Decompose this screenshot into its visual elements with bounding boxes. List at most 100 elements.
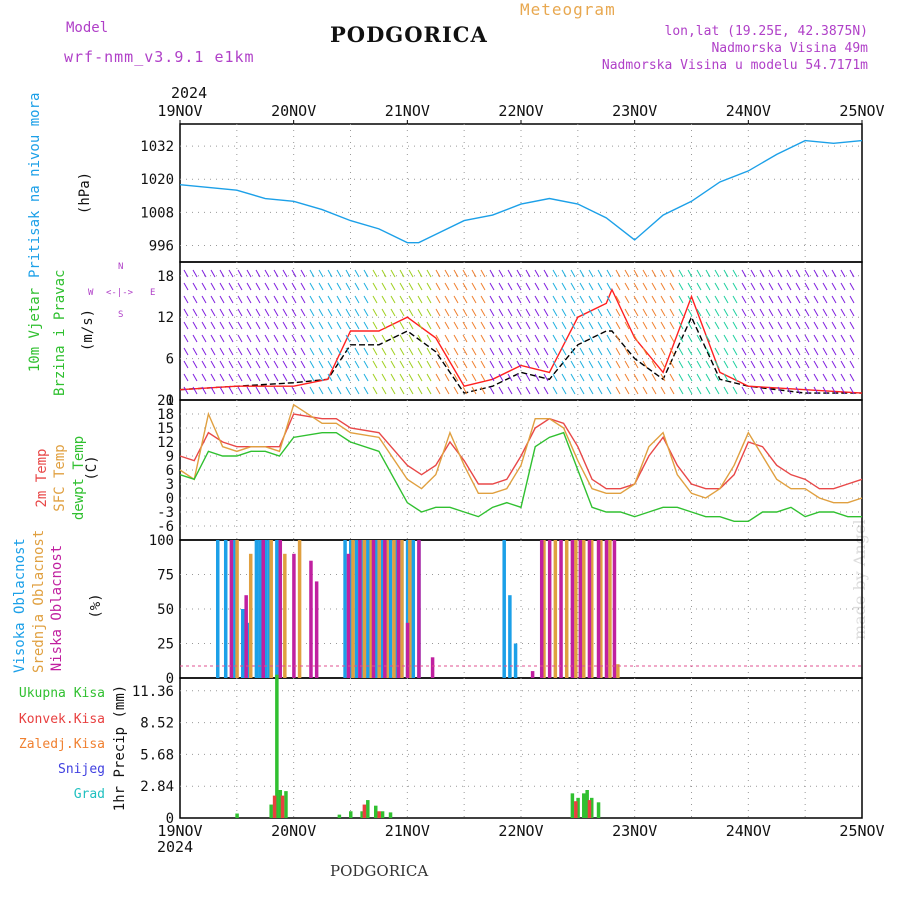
- wind-barb: [489, 321, 495, 330]
- wind-barb: [183, 347, 189, 356]
- wind-barb: [570, 360, 576, 369]
- wind-barb: [705, 360, 711, 369]
- wind-barb: [831, 373, 837, 382]
- wind-barb: [345, 360, 351, 369]
- wind-barb: [435, 373, 441, 382]
- wind-barb: [525, 347, 531, 356]
- wind-barb: [597, 347, 603, 356]
- wind-barb: [687, 360, 693, 369]
- wind-barb: [615, 334, 621, 343]
- wind-barb: [309, 269, 315, 278]
- wind-barb: [678, 334, 684, 343]
- wind-barb: [498, 295, 504, 304]
- wind-barb: [831, 295, 837, 304]
- wind-barb: [498, 334, 504, 343]
- wind-barb: [498, 308, 504, 317]
- wind-barb: [750, 360, 756, 369]
- wind-barb: [309, 282, 315, 291]
- wind-barb: [210, 308, 216, 317]
- wind-barb: [615, 321, 621, 330]
- wind-barb: [444, 308, 450, 317]
- wind-barb: [354, 295, 360, 304]
- wind-barb: [768, 360, 774, 369]
- wind-barb: [417, 321, 423, 330]
- wind-barb: [336, 373, 342, 382]
- wind-barb: [615, 360, 621, 369]
- wind-barb: [381, 295, 387, 304]
- cloud-bar: [241, 609, 245, 678]
- wind-barb: [561, 334, 567, 343]
- wind-barb: [363, 321, 369, 330]
- wind-barb: [327, 308, 333, 317]
- wind-barb: [561, 321, 567, 330]
- wind-barb: [624, 308, 630, 317]
- wind-barb: [822, 295, 828, 304]
- wind-barb: [588, 321, 594, 330]
- cloud-y-tick: 25: [157, 637, 174, 653]
- wind-barb: [417, 386, 423, 395]
- wind-barb: [750, 295, 756, 304]
- wind-barb: [795, 282, 801, 291]
- wind-barb: [300, 295, 306, 304]
- wind-barb: [237, 360, 243, 369]
- wind-barb: [444, 360, 450, 369]
- wind-barb: [201, 269, 207, 278]
- cloud-bar: [275, 540, 279, 678]
- cloud-bar: [292, 553, 296, 678]
- wind-barb: [300, 308, 306, 317]
- wind-barb: [606, 282, 612, 291]
- legend-konvek: Konvek.Kisa: [18, 712, 105, 727]
- wind-barb: [840, 360, 846, 369]
- wind-y-tick: 18: [157, 269, 174, 285]
- precip-bar: [576, 797, 580, 818]
- wind-barb: [264, 334, 270, 343]
- wind-barb: [426, 282, 432, 291]
- cloud-bar: [405, 622, 410, 678]
- precip-bar: [587, 800, 592, 818]
- wind-barb: [390, 334, 396, 343]
- wind-barb: [678, 360, 684, 369]
- wind-barb: [669, 373, 675, 382]
- wind-barb: [417, 269, 423, 278]
- wind-barb: [381, 334, 387, 343]
- cloud-bar: [616, 664, 620, 678]
- x-tick-top: 19NOV: [157, 102, 202, 120]
- wind-barb: [363, 360, 369, 369]
- wind-barb: [651, 334, 657, 343]
- wind-barb: [759, 347, 765, 356]
- wind-barb: [408, 360, 414, 369]
- wind-barb: [822, 269, 828, 278]
- wind-barb: [219, 269, 225, 278]
- wind-barb: [228, 269, 234, 278]
- wind-barb: [849, 334, 855, 343]
- wind-barb: [552, 269, 558, 278]
- precip-bar: [374, 805, 378, 818]
- wind-barb: [381, 321, 387, 330]
- wind-barb: [318, 308, 324, 317]
- wind-barb: [300, 321, 306, 330]
- wind-barb: [786, 308, 792, 317]
- cloud-bar: [343, 540, 347, 678]
- wind-barb: [453, 282, 459, 291]
- compass-e: E: [150, 288, 156, 298]
- wind-barb: [363, 269, 369, 278]
- wind-barb: [795, 295, 801, 304]
- wind-barb: [561, 386, 567, 395]
- wind-barb: [489, 269, 495, 278]
- cloud-bar: [360, 540, 364, 678]
- wind-barb: [516, 334, 522, 343]
- wind-barb: [354, 269, 360, 278]
- wind-barb: [579, 269, 585, 278]
- wind-barb: [633, 347, 639, 356]
- wind-barb: [309, 295, 315, 304]
- wind-barb: [192, 347, 198, 356]
- wind-barb: [615, 269, 621, 278]
- cloud-bar: [371, 540, 376, 678]
- wind-barb: [642, 321, 648, 330]
- wind-barb: [282, 334, 288, 343]
- wind-barb: [759, 373, 765, 382]
- wind-barb: [741, 282, 747, 291]
- wind-barb: [300, 386, 306, 395]
- wind-barb: [444, 386, 450, 395]
- wind-barb: [273, 373, 279, 382]
